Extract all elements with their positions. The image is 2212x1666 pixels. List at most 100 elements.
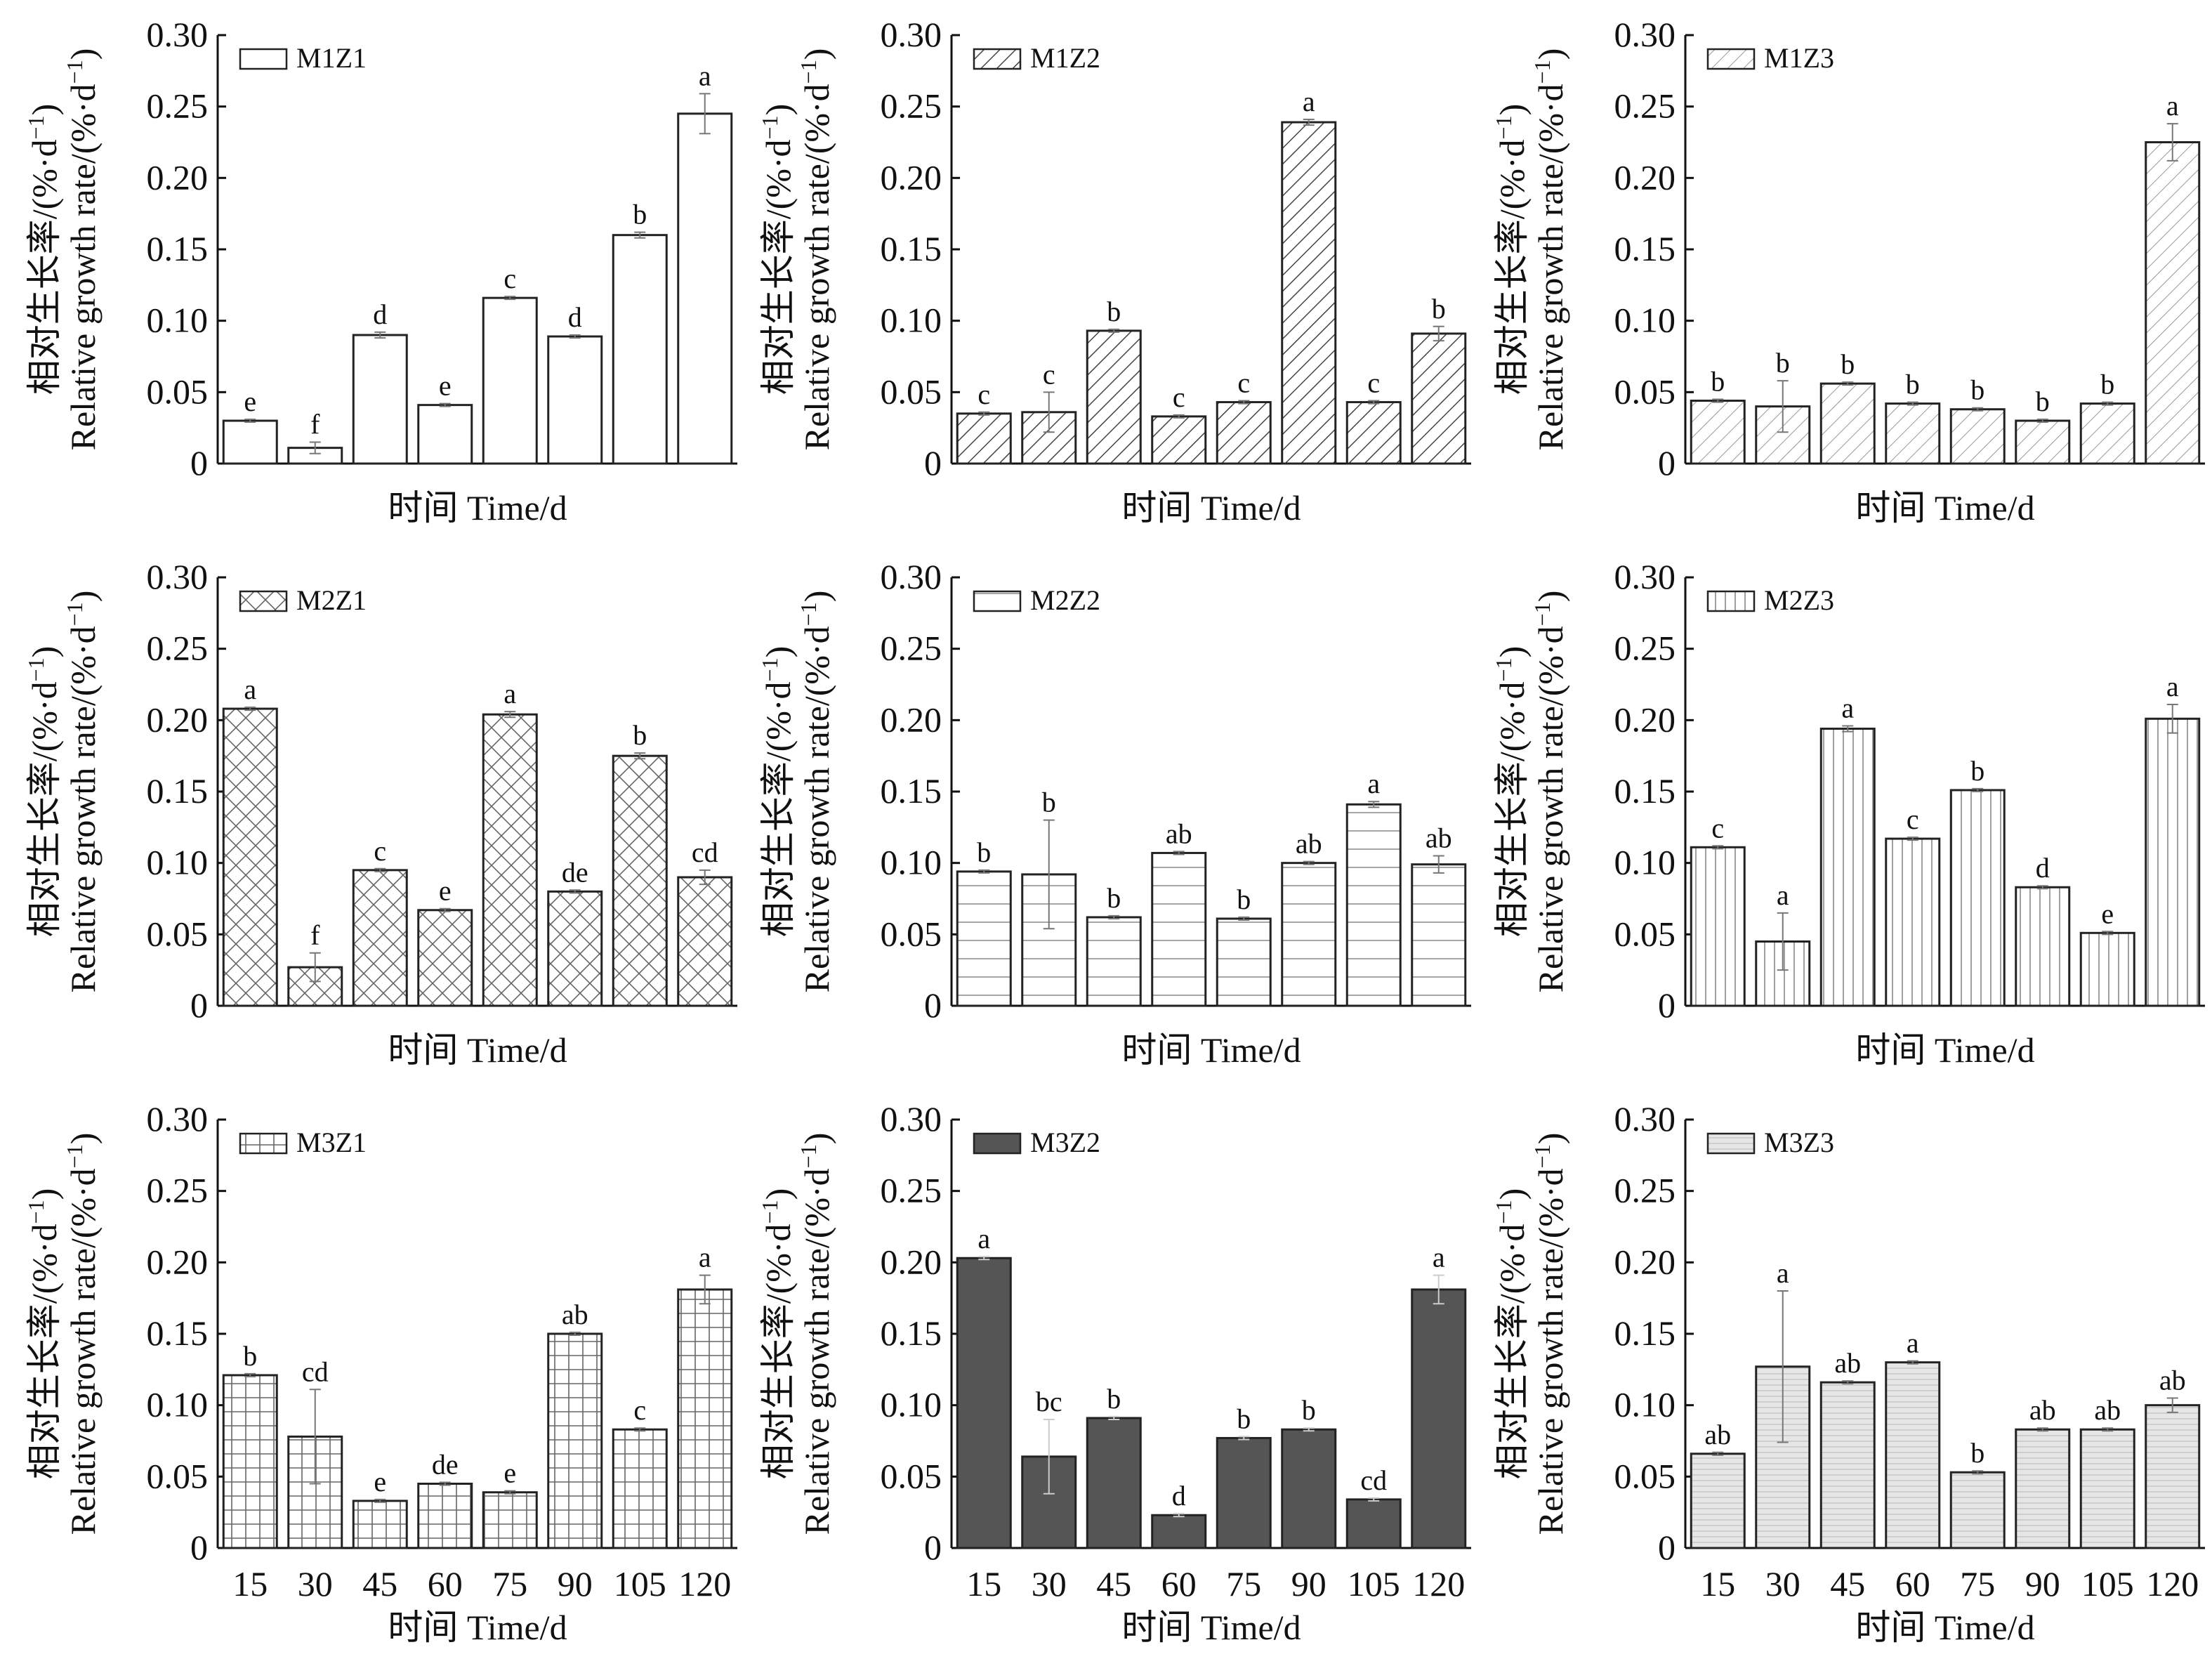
x-tick-label: 15 [1700, 1564, 1735, 1603]
error-bar [1907, 1360, 1918, 1365]
significance-letter: de [432, 1448, 459, 1480]
bar [2145, 717, 2201, 1007]
error-bar [2166, 703, 2178, 734]
error-bar [1712, 1451, 1724, 1456]
y-tick-label: 0.30 [147, 557, 209, 596]
error-bar [1173, 1513, 1185, 1518]
y-axis-title: 相对生长率/(%·d−1) [757, 104, 798, 395]
y-tick-label: 0.30 [1614, 557, 1676, 596]
significance-letter: d [373, 299, 387, 330]
y-tick-label: 0.05 [147, 1456, 209, 1495]
legend-label: M3Z2 [1030, 1127, 1100, 1158]
legend-label: M1Z2 [1030, 42, 1100, 74]
y-tick-label: 0.10 [881, 301, 942, 340]
significance-letter: a [977, 1223, 990, 1254]
significance-letter: a [1841, 692, 1854, 723]
y-axis-title-en: Relative growth rate/(%·d−1) [62, 48, 103, 451]
significance-letter: b [243, 1340, 257, 1372]
legend-label: M2Z2 [1030, 584, 1100, 616]
bar [417, 404, 473, 465]
significance-letter: b [1107, 1383, 1121, 1415]
error-bar [1303, 860, 1315, 865]
significance-letter: de [562, 856, 588, 888]
error-bar [1173, 414, 1185, 419]
x-tick-label: 120 [2146, 1564, 2199, 1603]
error-bar [1712, 845, 1724, 850]
error-bar [244, 418, 256, 424]
y-tick-label: 0.15 [1614, 1313, 1676, 1353]
chart-panel-M2Z2: 0 0.05 0.10 0.15 0.20 0.25 0.30 相对生长率/(%·d−1) Re… [757, 557, 1471, 1070]
significance-letter: a [1303, 86, 1315, 117]
significance-letter: b [1107, 296, 1121, 327]
significance-letter: a [2166, 671, 2179, 702]
significance-letter: c [1367, 367, 1380, 399]
bar [2079, 1428, 2135, 1549]
bar [2079, 402, 2135, 465]
x-tick-label: 30 [298, 1564, 333, 1603]
y-tick-label: 0.20 [1614, 157, 1676, 197]
error-bar [1368, 400, 1380, 405]
error-bar [1433, 1274, 1444, 1305]
error-bar [1777, 380, 1789, 433]
error-bar [978, 869, 990, 874]
y-tick-label: 0.15 [881, 1313, 942, 1353]
significance-letter: b [1970, 374, 1984, 406]
significance-letter: c [977, 379, 990, 410]
bar [1151, 1514, 1207, 1549]
error-bar [374, 1498, 386, 1503]
bar [547, 1332, 603, 1549]
y-tick-label: 0.30 [147, 1099, 209, 1139]
legend-label: M2Z3 [1764, 584, 1834, 616]
significance-letter: a [1367, 768, 1380, 799]
significance-letter: a [1907, 1327, 1919, 1359]
error-bar [1433, 855, 1444, 874]
y-tick-label: 0.25 [881, 86, 942, 126]
error-bar [2036, 885, 2048, 890]
y-tick-label: 0.05 [881, 1456, 942, 1495]
significance-letter: cd [302, 1356, 329, 1387]
significance-letter: f [310, 919, 320, 951]
y-tick-label: 0.15 [881, 771, 942, 811]
error-bar [439, 402, 451, 407]
bar [1885, 1361, 1941, 1549]
chart-panel-M3Z1: 0 0.05 0.10 0.15 0.20 0.25 0.30 相对生长率/(%·d−1) Re… [23, 1099, 737, 1647]
y-tick-label: 0.20 [1614, 1242, 1676, 1281]
bar [417, 1483, 473, 1549]
significance-letter: b [1776, 347, 1790, 379]
bar [1216, 1436, 1272, 1549]
significance-letter: a [503, 678, 516, 709]
significance-letter: b [1432, 293, 1446, 324]
bar [1949, 789, 2006, 1007]
y-tick-label: 0.05 [881, 914, 942, 953]
error-bar [1238, 916, 1250, 921]
significance-letter: b [1970, 755, 1984, 787]
error-bar [634, 752, 646, 760]
y-tick-label: 0.10 [147, 1385, 209, 1424]
error-bar [309, 1389, 321, 1485]
y-tick-label: 0.15 [1614, 229, 1676, 268]
bar [612, 1428, 668, 1549]
bar [352, 334, 408, 465]
significance-letter: e [374, 1466, 386, 1497]
bar [417, 909, 473, 1007]
y-tick-label: 0.10 [147, 301, 209, 340]
error-bar [1043, 1419, 1055, 1495]
significance-letter: c [1711, 812, 1724, 844]
significance-letter: a [1777, 879, 1789, 911]
y-axis-title-en: Relative growth rate/(%·d−1) [1529, 591, 1570, 993]
significance-letter: ab [2094, 1394, 2121, 1426]
legend-swatch [973, 1132, 1022, 1155]
y-axis-title-en: Relative growth rate/(%·d−1) [62, 1133, 103, 1535]
y-tick-label: 0.10 [881, 1385, 942, 1424]
error-bar [1238, 1436, 1250, 1441]
error-bar [634, 231, 646, 239]
error-bar [1907, 837, 1918, 841]
legend: M1Z2 [973, 42, 1100, 74]
error-bar [569, 889, 581, 894]
x-tick-label: 75 [492, 1564, 527, 1603]
y-tick-label: 0.25 [1614, 1171, 1676, 1210]
y-tick-label: 0 [924, 443, 942, 483]
y-tick-label: 0.15 [147, 1313, 209, 1353]
y-tick-label: 0.30 [1614, 15, 1676, 54]
